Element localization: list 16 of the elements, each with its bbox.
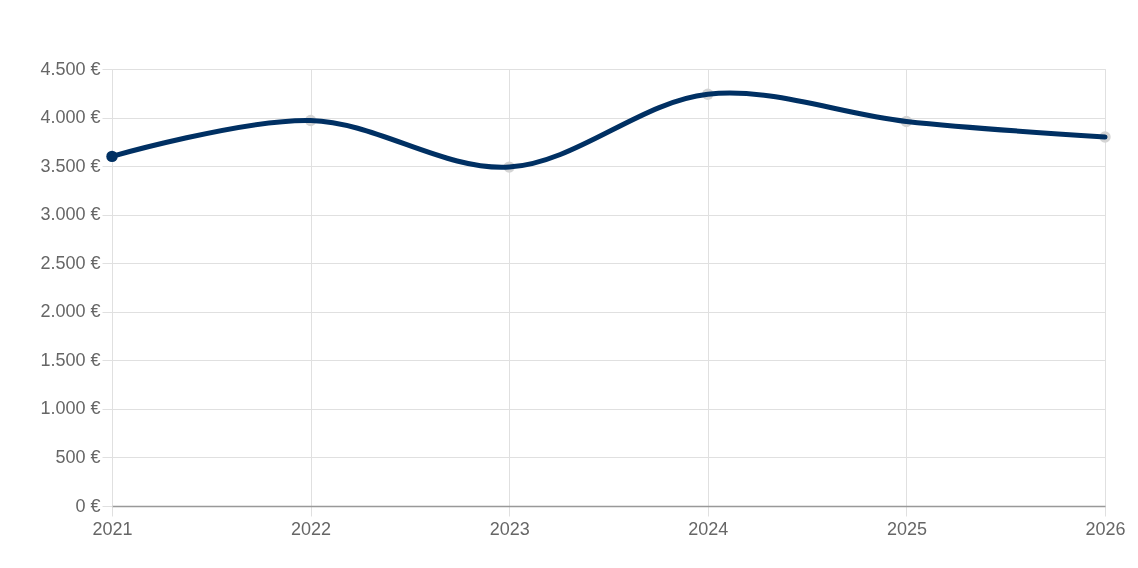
- y-tick-label: 3.000 €: [40, 204, 101, 225]
- x-tick-label: 2023: [489, 518, 530, 539]
- x-tick-label: 2022: [291, 518, 332, 539]
- y-tick-label: 1.000 €: [40, 398, 101, 419]
- y-tick-label: 2.500 €: [40, 252, 101, 273]
- y-tick-label: 4.000 €: [40, 107, 101, 128]
- y-tick-label: 3.500 €: [40, 155, 101, 176]
- y-tick-label: 2.000 €: [40, 301, 101, 322]
- y-tick-label: 1.500 €: [40, 349, 101, 370]
- x-tick-label: 2021: [92, 518, 133, 539]
- x-tick-label: 2025: [886, 518, 927, 539]
- x-tick-label: 2024: [688, 518, 729, 539]
- y-tick-label: 500 €: [55, 446, 101, 467]
- y-tick-label: 4.500 €: [40, 58, 101, 79]
- y-tick-label: 0 €: [75, 495, 101, 516]
- x-tick-label: 2026: [1085, 518, 1126, 539]
